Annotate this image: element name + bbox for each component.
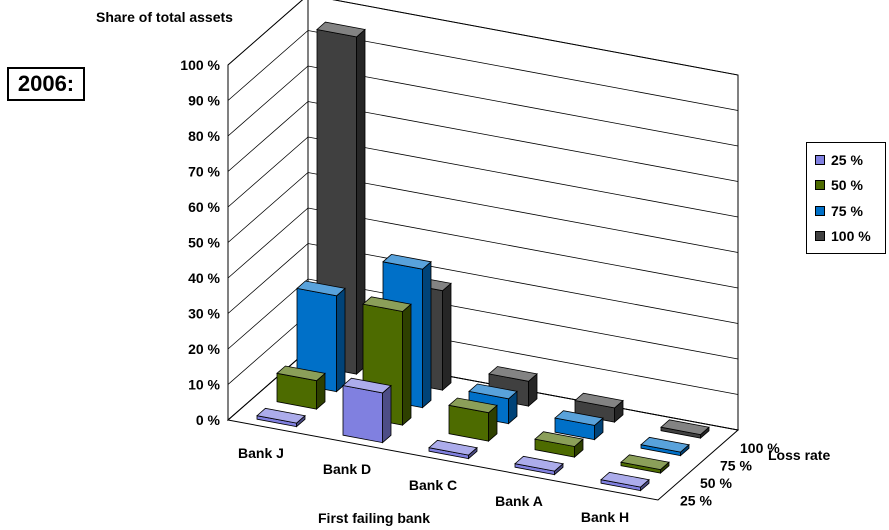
y-tick-label: 100 % <box>180 57 220 73</box>
bar-top <box>362 296 412 312</box>
bar-top <box>574 392 624 409</box>
legend-item: 75 % <box>815 198 885 224</box>
side-wall <box>227 0 309 422</box>
y-axis-title: Share of total assets <box>96 9 233 25</box>
bar-top <box>382 253 432 270</box>
bar-top <box>600 471 650 488</box>
bar-top <box>276 365 326 382</box>
bar-side <box>336 287 346 393</box>
gridline <box>227 243 739 324</box>
z-tick-label: 100 % <box>740 440 780 456</box>
z-tick-label: 25 % <box>680 492 712 508</box>
legend-item: 100 % <box>815 224 885 250</box>
bar-side <box>382 384 392 444</box>
legend: 25 % 50 % 75 % 100 % <box>806 142 886 254</box>
y-tick-label: 40 % <box>188 270 220 286</box>
bar-top <box>428 439 478 456</box>
bar-top <box>296 280 346 297</box>
bar-side <box>442 282 452 391</box>
bar <box>640 436 690 457</box>
axis-labels: 0 % 10 % 20 % 30 % 40 % 50 % 60 % 70 % 80 % 90 % 1… <box>180 57 780 525</box>
bar <box>554 410 604 441</box>
legend-label: 100 % <box>831 228 871 245</box>
bar-top <box>620 454 670 471</box>
bar-top <box>660 419 710 436</box>
bar-top <box>448 397 498 414</box>
bar <box>534 431 584 458</box>
gridline <box>227 101 739 182</box>
bar-top <box>640 436 690 453</box>
x-tick-label: Bank D <box>323 461 371 477</box>
legend-label: 50 % <box>831 177 863 194</box>
bar-top <box>534 431 584 447</box>
y-tick-label: 10 % <box>188 377 220 393</box>
bar <box>448 397 498 442</box>
y-tick-label: 50 % <box>188 235 220 251</box>
legend-item: 50 % <box>815 173 885 199</box>
y-tick-label: 20 % <box>188 341 220 357</box>
legend-swatch <box>815 205 825 216</box>
bar-top <box>342 377 392 394</box>
legend-swatch <box>815 154 825 165</box>
bar-top <box>256 407 306 424</box>
legend-swatch <box>815 180 825 191</box>
bar-top <box>488 366 538 382</box>
bar <box>276 365 326 410</box>
bar <box>600 471 650 492</box>
bar-top <box>514 455 564 472</box>
year-label: 2006: <box>7 67 85 101</box>
y-tick-label: 70 % <box>188 164 220 180</box>
bar <box>620 454 670 474</box>
z-tick-label: 75 % <box>720 457 752 473</box>
bar-top <box>554 410 604 426</box>
legend-label: 75 % <box>831 202 863 219</box>
x-tick-label: Bank H <box>581 509 629 525</box>
y-tick-label: 60 % <box>188 199 220 215</box>
y-tick-label: 90 % <box>188 93 220 109</box>
bar-top <box>316 21 366 38</box>
x-tick-label: Bank C <box>409 477 457 493</box>
y-tick-label: 0 % <box>196 412 221 428</box>
x-tick-label: Bank A <box>495 493 543 509</box>
bar-side <box>402 303 412 426</box>
legend-label: 25 % <box>831 151 863 168</box>
gridline <box>227 172 739 253</box>
y-tick-label: 80 % <box>188 128 220 144</box>
gridline <box>227 30 739 111</box>
bar <box>256 407 306 428</box>
bar-top <box>468 383 518 400</box>
gridline <box>227 136 739 218</box>
x-tick-label: Bank J <box>238 445 284 461</box>
bar <box>574 392 624 423</box>
z-tick-label: 50 % <box>700 475 732 491</box>
x-axis-title: First failing bank <box>318 510 430 526</box>
legend-swatch <box>815 231 825 242</box>
bar <box>428 439 478 460</box>
bar <box>660 419 710 439</box>
z-axis-title: Loss rate <box>768 447 830 463</box>
bar <box>296 280 346 393</box>
gridline <box>227 207 739 289</box>
bars <box>256 21 710 492</box>
gridline <box>227 0 739 76</box>
bar <box>514 455 564 476</box>
legend-item: 25 % <box>815 147 885 173</box>
gridline <box>227 278 739 360</box>
bar-front <box>342 385 384 444</box>
gridline <box>227 65 739 147</box>
bar <box>342 377 392 444</box>
bar-side <box>422 260 432 409</box>
y-tick-label: 30 % <box>188 306 220 322</box>
